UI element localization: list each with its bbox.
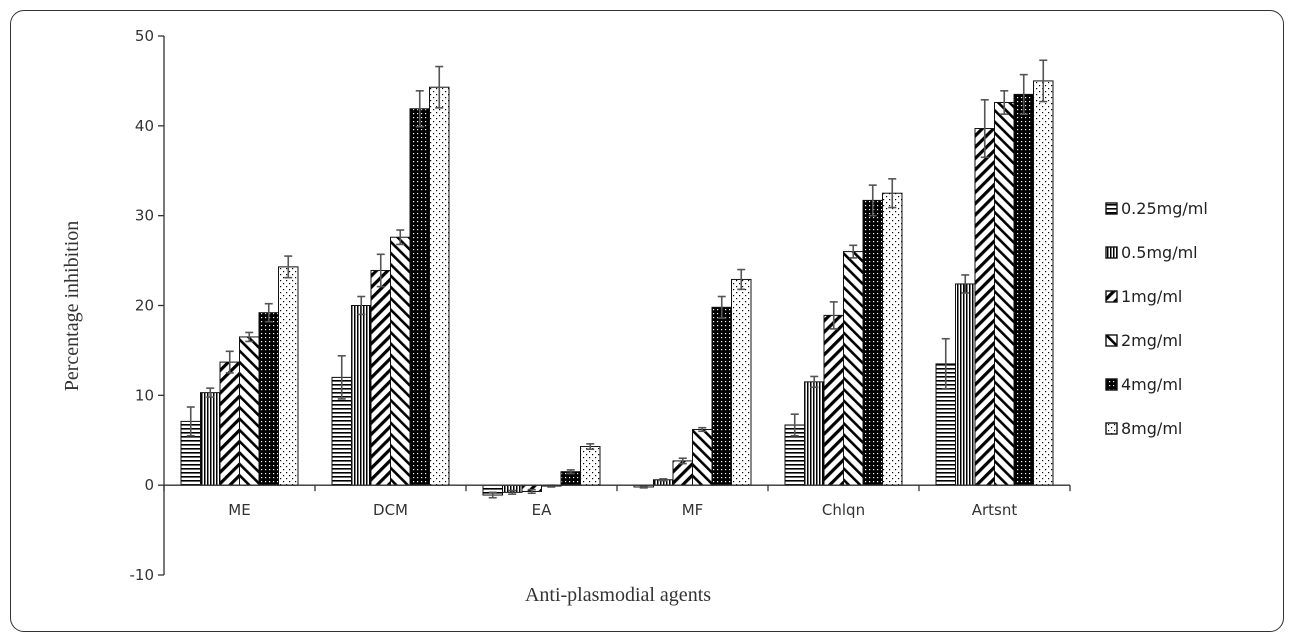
bar-mf-1mgml <box>672 460 693 486</box>
y-tick-label: 40 <box>135 117 154 135</box>
bars-layer <box>180 80 1054 496</box>
error-bar <box>586 443 595 451</box>
error-bar <box>488 491 497 499</box>
error-bar <box>810 375 819 389</box>
error-bar <box>376 253 385 288</box>
error-bar <box>508 489 517 495</box>
y-tick-label: 50 <box>135 27 154 45</box>
bar-artsnt-2mgml <box>994 101 1015 486</box>
error-bar <box>566 469 575 475</box>
error-bar <box>415 89 424 128</box>
error-bar <box>790 413 799 437</box>
legend-label: 0.5mg/ml <box>1121 243 1198 262</box>
bar-chlqn-2mgml <box>843 251 864 486</box>
error-bar <box>245 331 254 343</box>
error-bar <box>639 485 648 489</box>
legend-swatch <box>1105 290 1118 303</box>
bar-me-1mgml <box>219 361 240 486</box>
y-axis-title: Percentage inhibition <box>61 221 83 392</box>
bar-dcm-8mgml <box>429 86 450 486</box>
y-tick-label: 0 <box>144 476 154 494</box>
error-bar <box>888 178 897 209</box>
error-bar <box>678 457 687 465</box>
y-tick-label: 20 <box>135 297 154 315</box>
error-bar <box>284 255 293 279</box>
chart-frame <box>10 10 1284 632</box>
legend-label: 4mg/ml <box>1121 375 1182 394</box>
x-tick-label: MF <box>682 501 704 519</box>
bar-mf-4mgml <box>711 306 732 486</box>
error-bar <box>337 355 346 400</box>
error-bar <box>980 98 989 159</box>
legend-label: 8mg/ml <box>1121 419 1182 438</box>
bar-dcm-2mgml <box>390 236 411 486</box>
bar-me-0.5mgml <box>200 392 221 486</box>
error-bar <box>737 268 746 291</box>
legend-label: 1mg/ml <box>1121 287 1182 306</box>
error-bar <box>698 426 707 433</box>
error-bars-layer <box>186 59 1048 499</box>
bar-chlqn-0.5mgml <box>804 381 825 486</box>
legend-label: 2mg/ml <box>1121 331 1182 350</box>
error-bar <box>659 478 668 482</box>
legend-label: 0.25mg/ml <box>1121 199 1208 218</box>
x-tick-label: Chlqn <box>822 501 865 519</box>
bar-chlqn-1mgml <box>823 314 844 486</box>
x-tick-label: DCM <box>373 501 408 519</box>
bar-me-4mgml <box>258 312 279 486</box>
error-bar <box>1000 89 1009 115</box>
bar-chlqn-4mgml <box>862 199 883 486</box>
legend-swatch <box>1105 246 1118 259</box>
y-tick-label: 30 <box>135 207 154 225</box>
x-axis-title: Anti-plasmodial agents <box>525 584 711 606</box>
bar-mf-8mgml <box>731 278 752 486</box>
legend-swatch <box>1105 202 1118 215</box>
bar-artsnt-8mgml <box>1033 80 1054 486</box>
bar-me-2mgml <box>239 336 260 486</box>
bar-chart: -10 0 10 20 30 40 50 ME DCM EA MF Chlqn Artsnt Perce… <box>61 27 1208 606</box>
error-bar <box>396 229 405 246</box>
bar-mf-2mgml <box>692 428 713 486</box>
bar-chlqn-8mgml <box>882 192 903 486</box>
axes-layer <box>158 35 1071 576</box>
error-bar <box>1019 73 1028 115</box>
y-tick-label: -10 <box>130 566 155 584</box>
bar-ea-8mgml <box>580 446 601 486</box>
error-bar <box>868 184 877 217</box>
error-bar <box>225 350 234 374</box>
bar-artsnt-1mgml <box>974 128 995 486</box>
tick-labels-layer: -10 0 10 20 30 40 50 ME DCM EA MF Chlqn Artsnt <box>130 27 1018 584</box>
x-tick-label: Artsnt <box>972 501 1018 519</box>
bar-artsnt-0.5mgml <box>955 283 976 486</box>
bar-dcm-0.5mgml <box>351 305 372 486</box>
error-bar <box>186 406 195 437</box>
error-bar <box>717 295 726 319</box>
y-tick-label: 10 <box>135 386 154 404</box>
bar-dcm-4mgml <box>409 108 430 486</box>
bar-me-8mgml <box>278 266 299 486</box>
legend-swatch <box>1105 334 1118 347</box>
error-bar <box>1039 59 1048 103</box>
error-bar <box>357 295 366 316</box>
error-bar <box>264 302 273 323</box>
error-bar <box>435 65 444 109</box>
error-bar <box>941 337 950 390</box>
error-bar <box>961 274 970 294</box>
legend-swatch <box>1105 378 1118 391</box>
error-bar <box>829 301 838 330</box>
legend-swatch <box>1105 422 1118 435</box>
error-bar <box>527 488 536 495</box>
bar-artsnt-4mgml <box>1013 93 1034 486</box>
bar-dcm-1mgml <box>370 269 391 486</box>
error-bar <box>849 244 858 259</box>
error-bar <box>206 387 215 398</box>
x-tick-label: ME <box>228 501 250 519</box>
legend: 0.25mg/ml 0.5mg/ml 1mg/ml 2mg/ml 4mg/ml 8mg/m… <box>1105 199 1208 438</box>
x-tick-label: EA <box>532 501 552 519</box>
